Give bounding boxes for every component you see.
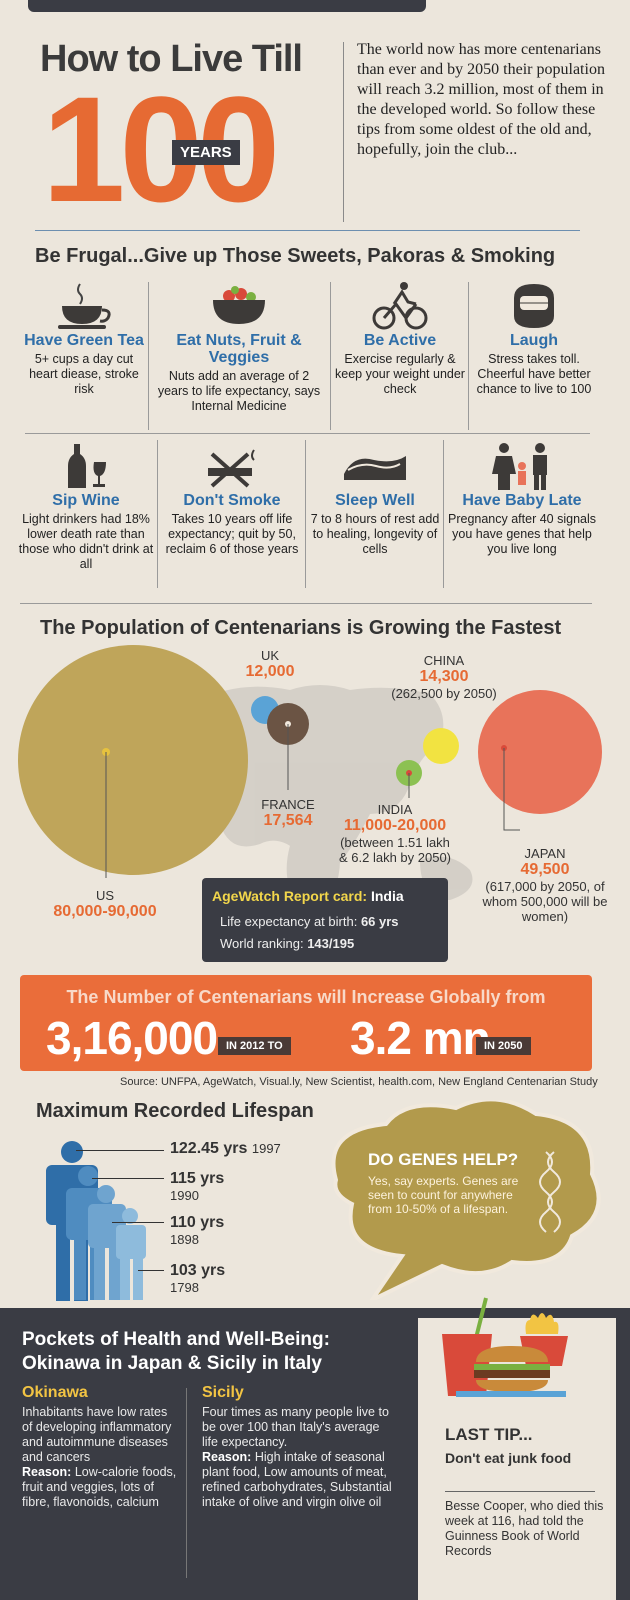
page-title: How to Live Till	[40, 38, 303, 80]
label-2012: IN 2012 TO	[218, 1037, 291, 1055]
dna-icon	[539, 1151, 553, 1233]
people-silhouettes	[46, 1141, 146, 1301]
sleeping-person-icon	[344, 456, 406, 480]
tip-desc: 5+ cups a day cut heart diease, stroke r…	[29, 352, 139, 396]
tip-desc: Stress takes toll. Cheerful have better …	[476, 352, 592, 396]
grid-divider	[157, 440, 158, 588]
frugal-heading: Be Frugal...Give up Those Sweets, Pakora…	[35, 245, 556, 267]
hundred-number: 100	[42, 65, 280, 233]
lifespan-record: 122.45 yrs 1997	[170, 1140, 281, 1157]
japan-leader-line	[503, 748, 520, 831]
country-france: FRANCE 17,564	[261, 797, 315, 829]
section-divider	[35, 230, 580, 231]
tip-title: Have Baby Late	[462, 492, 582, 509]
lifespan-record: 115 yrs 1990	[170, 1170, 225, 1203]
tip-title: Laugh	[510, 332, 558, 349]
country-china: CHINA 14,300 (262,500 by 2050)	[391, 653, 497, 701]
tip-title: Sip Wine	[52, 492, 120, 509]
population-heading: The Population of Centenarians is Growin…	[40, 617, 562, 639]
us-bubble	[18, 645, 248, 875]
tip-desc: Nuts add an average of 2 years to life e…	[157, 369, 321, 413]
last-tip-note: Besse Cooper, who died this week at 116,…	[445, 1499, 604, 1558]
tip-desc: 7 to 8 hours of rest add to healing, lon…	[310, 512, 440, 556]
last-tip-title: LAST TIP...	[445, 1425, 533, 1444]
tip-laugh: Laugh Stress takes toll. Cheerful have b…	[472, 280, 596, 397]
sicily-text: Four times as many people live to be ove…	[202, 1405, 392, 1509]
tip-baby-late: Have Baby Late Pregnancy after 40 signal…	[448, 440, 596, 557]
wine-icon	[68, 444, 106, 488]
grid-divider	[305, 440, 306, 588]
country-uk: UK 12,000	[245, 648, 295, 680]
tip-sip-wine: Sip Wine Light drinkers had 18% lower de…	[18, 440, 154, 572]
genes-cloud	[331, 1100, 601, 1300]
pockets-heading: Pockets of Health and Well-Being: Okinaw…	[22, 1329, 330, 1374]
tip-desc: Takes 10 years off life expectancy; quit…	[165, 512, 299, 556]
intro-divider	[343, 42, 344, 222]
country-us: US 80,000-90,000	[53, 888, 157, 920]
tip-green-tea: Have Green Tea 5+ cups a day cut heart d…	[22, 280, 146, 397]
tip-desc: Light drinkers had 18% lower death rate …	[18, 512, 154, 571]
lifespan-line	[112, 1222, 164, 1223]
country-india: INDIA 11,000-20,000 (between 1.51 lakh &…	[338, 802, 452, 865]
years-label: YEARS	[172, 140, 240, 165]
grid-divider	[25, 433, 590, 434]
tip-desc: Exercise regularly & keep your weight un…	[335, 352, 465, 396]
lifespan-record: 110 yrs 1898	[170, 1214, 225, 1247]
country-japan: JAPAN 49,500 (617,000 by 2050, of whom 5…	[482, 846, 608, 924]
family-icon	[492, 443, 547, 490]
section-divider	[20, 603, 592, 604]
value-2050: 3.2 mn	[350, 1012, 491, 1064]
tip-be-active: Be Active Exercise regularly & keep your…	[334, 280, 466, 397]
banner-heading: The Number of Centenarians will Increase…	[66, 987, 546, 1007]
last-tip-divider	[445, 1491, 595, 1492]
intro-text: The world now has more centenarians than…	[357, 41, 605, 158]
genes-text: Yes, say experts. Genes are seen to coun…	[368, 1174, 519, 1216]
top-bar	[28, 0, 426, 12]
grid-divider	[443, 440, 444, 588]
tip-title: Don't Smoke	[183, 492, 281, 509]
lifespan-line	[92, 1178, 164, 1179]
global-increase-banner: The Number of Centenarians will Increase…	[20, 975, 592, 1071]
lifespan-line	[76, 1150, 164, 1151]
lifespan-line	[138, 1270, 164, 1271]
okinawa-text: Inhabitants have low rates of developing…	[22, 1405, 177, 1509]
last-tip-text: Don't eat junk food	[445, 1450, 572, 1466]
sicily-title: Sicily	[202, 1384, 244, 1401]
tip-title: Be Active	[363, 332, 437, 349]
japan-bubble	[478, 690, 602, 814]
no-smoking-icon	[208, 449, 255, 488]
junk-food-icon	[442, 1297, 568, 1397]
tip-sleep-well: Sleep Well 7 to 8 hours of rest add to h…	[310, 440, 440, 557]
grid-divider	[330, 282, 331, 430]
agewatch-report-card: AgeWatch Report card: India Life expecta…	[202, 878, 448, 962]
label-2050: IN 2050	[476, 1037, 531, 1055]
laugh-face-icon	[514, 284, 554, 328]
world-ranking: World ranking: 143/195	[220, 936, 355, 951]
fruit-bowl-icon	[213, 286, 265, 324]
cyclist-icon	[372, 282, 428, 330]
grid-divider	[148, 282, 149, 430]
value-2012: 3,16,000	[46, 1012, 218, 1064]
grid-divider	[468, 282, 469, 430]
region-divider	[186, 1388, 187, 1578]
genes-title: DO GENES HELP?	[368, 1150, 519, 1169]
life-expectancy: Life expectancy at birth: 66 yrs	[220, 914, 399, 929]
lifespan-heading: Maximum Recorded Lifespan	[36, 1100, 314, 1122]
tip-title: Have Green Tea	[24, 332, 144, 349]
tip-desc: Pregnancy after 40 signals you have gene…	[448, 512, 597, 556]
agewatch-header: AgeWatch Report card: India	[212, 888, 404, 904]
genes-callout: DO GENES HELP? Yes, say experts. Genes a…	[368, 1150, 533, 1216]
tip-nuts-fruit: Eat Nuts, Fruit & Veggies Nuts add an av…	[152, 280, 326, 414]
source-note: Source: UNFPA, AgeWatch, Visual.ly, New …	[120, 1076, 598, 1088]
tea-cup-icon	[58, 283, 111, 329]
lifespan-record: 103 yrs 1798	[170, 1262, 226, 1295]
tip-dont-smoke: Don't Smoke Takes 10 years off life expe…	[162, 440, 302, 557]
tip-title: Eat Nuts, Fruit & Veggies	[176, 332, 302, 366]
china-bubble	[423, 728, 459, 764]
okinawa-title: Okinawa	[22, 1384, 88, 1401]
tip-title: Sleep Well	[335, 492, 415, 509]
